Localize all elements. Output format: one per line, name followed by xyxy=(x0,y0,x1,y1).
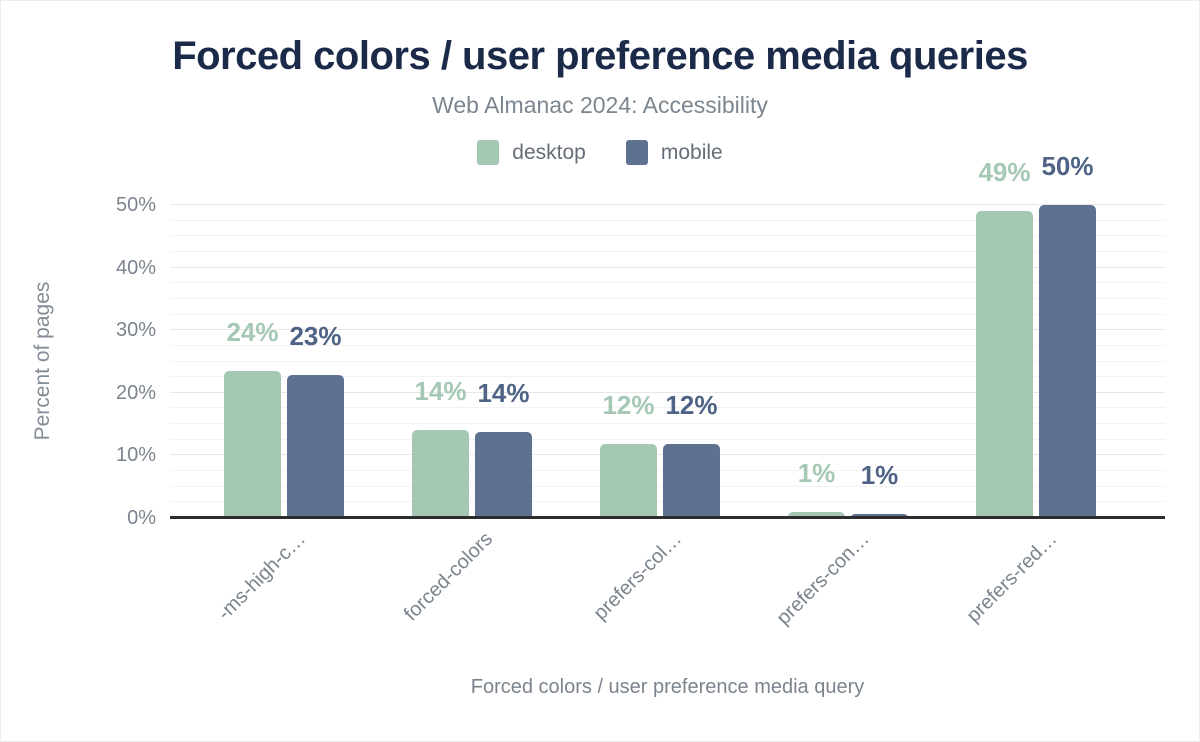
gridline-major xyxy=(170,391,1165,393)
bar-group: 12% 12% xyxy=(566,195,754,518)
bar-desktop[interactable]: 14% xyxy=(412,378,469,518)
gridline-minor xyxy=(170,282,1165,284)
gridline-minor xyxy=(170,360,1165,362)
legend-label: mobile xyxy=(660,140,723,164)
bar-value-label-desktop: 1% xyxy=(797,458,836,489)
legend-swatch-mobile xyxy=(625,140,648,165)
bar-group: 49% 50% xyxy=(942,153,1130,518)
bar-group: 14% 14% xyxy=(378,195,566,518)
gridline-minor xyxy=(170,376,1165,378)
bar-desktop[interactable]: 24% xyxy=(224,319,281,518)
chart-subtitle: Web Almanac 2024: Accessibility xyxy=(432,92,768,118)
legend: desktop mobile xyxy=(0,140,1200,165)
x-tick-label: prefers-red… xyxy=(962,528,1062,627)
y-axis-title: Percent of pages xyxy=(31,281,54,441)
gridline-minor xyxy=(170,423,1165,425)
gridline-minor xyxy=(170,297,1165,299)
bar-mobile[interactable]: 1% xyxy=(851,462,908,518)
bar-mobile[interactable]: 12% xyxy=(663,392,720,518)
bar-value-label-desktop: 24% xyxy=(226,316,279,347)
gridline-minor xyxy=(170,219,1165,221)
gridline-major xyxy=(170,204,1165,205)
bar-desktop[interactable]: 12% xyxy=(600,392,657,518)
gridline-major xyxy=(170,329,1165,331)
legend-label: desktop xyxy=(512,140,586,164)
bar-mobile[interactable]: 50% xyxy=(1039,153,1096,518)
y-tick-label: 20% xyxy=(115,381,156,404)
legend-item-desktop[interactable]: desktop xyxy=(477,140,586,165)
y-tick-label: 40% xyxy=(115,256,156,279)
x-axis-line xyxy=(170,516,1165,519)
legend-item-mobile[interactable]: mobile xyxy=(625,140,723,165)
y-tick-label: 10% xyxy=(115,444,156,467)
plot-area: 24% 23% 14% 14% 12% 12% 1% 1% 49% 50% xyxy=(170,153,1165,519)
bar-value-label-desktop: 49% xyxy=(978,157,1031,188)
bar-group: 24% 23% xyxy=(190,195,378,518)
x-tick-label: prefers-con… xyxy=(772,528,874,630)
legend-swatch-desktop xyxy=(477,140,500,165)
gridline-minor xyxy=(170,344,1165,346)
bar-value-label-mobile: 1% xyxy=(860,459,899,490)
bar-value-label-mobile: 12% xyxy=(665,389,718,420)
bar-group: 1% 1% xyxy=(754,195,942,518)
x-axis-title: Forced colors / user preference media qu… xyxy=(470,676,865,698)
bar-desktop[interactable]: 49% xyxy=(976,159,1033,518)
y-tick-label: 50% xyxy=(115,194,156,216)
bar-desktop[interactable]: 1% xyxy=(788,460,845,518)
y-tick-label: 0% xyxy=(127,507,156,529)
bar-mobile[interactable]: 23% xyxy=(287,323,344,518)
bar-value-label-desktop: 14% xyxy=(414,375,467,406)
bar-mobile[interactable]: 14% xyxy=(475,380,532,518)
x-tick-label: -ms-high-c… xyxy=(213,528,310,625)
gridline-minor xyxy=(170,407,1165,409)
x-tick-label: prefers-col… xyxy=(589,528,686,625)
gridline-minor xyxy=(170,235,1165,237)
gridline-major xyxy=(170,266,1165,268)
bar-value-label-mobile: 14% xyxy=(477,377,530,408)
chart-title: Forced colors / user preference media qu… xyxy=(172,34,1028,78)
bar-value-label-mobile: 50% xyxy=(1041,151,1094,181)
gridline-minor xyxy=(170,313,1165,315)
bar-groups: 24% 23% 14% 14% 12% 12% 1% 1% 49% 50% xyxy=(190,153,1130,518)
gridline-minor xyxy=(170,438,1165,440)
bar-value-label-desktop: 12% xyxy=(602,389,655,420)
gridline-minor xyxy=(170,250,1165,252)
x-tick-label: forced-colors xyxy=(400,528,498,626)
bar-value-label-mobile: 23% xyxy=(289,320,342,351)
y-tick-label: 30% xyxy=(115,319,156,342)
